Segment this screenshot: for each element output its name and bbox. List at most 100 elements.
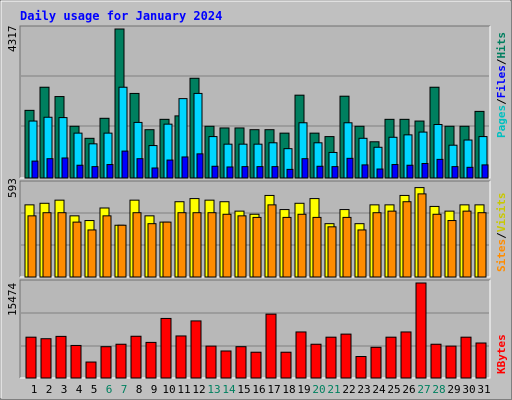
bar-pages-day-1 <box>31 160 39 179</box>
legend-sep-1: / <box>495 98 508 105</box>
bar-pages-day-23 <box>361 164 369 179</box>
bar-pages-day-28 <box>436 158 444 179</box>
bar-sites-day-11 <box>177 212 187 278</box>
legend-visits-panel: Sites/Visits <box>495 193 508 273</box>
bar-pages-day-16 <box>256 166 264 179</box>
x-tick-label-21: 21 <box>327 383 340 396</box>
bar-kbytes-day-5 <box>85 361 97 379</box>
bar-pages-day-29 <box>451 166 459 179</box>
legend-kbytes: KBytes <box>495 334 508 374</box>
bar-kbytes-day-23 <box>355 356 367 379</box>
bar-kbytes-day-27 <box>415 282 427 379</box>
bar-kbytes-day-8 <box>130 335 142 379</box>
bar-kbytes-day-3 <box>55 335 67 379</box>
bar-pages-day-24 <box>376 168 384 179</box>
bar-kbytes-day-29 <box>445 345 457 379</box>
bar-pages-day-9 <box>151 167 159 179</box>
bar-sites-day-2 <box>42 212 52 278</box>
bar-sites-day-13 <box>207 212 217 278</box>
bar-kbytes-day-6 <box>100 346 112 379</box>
bar-kbytes-day-16 <box>250 351 262 379</box>
bar-kbytes-day-4 <box>70 344 82 379</box>
bar-sites-day-27 <box>417 193 427 278</box>
bar-kbytes-day-25 <box>385 336 397 379</box>
x-tick-label-17: 17 <box>267 383 280 396</box>
x-tick-label-19: 19 <box>297 383 310 396</box>
bar-kbytes-day-1 <box>25 336 37 379</box>
bar-pages-day-21 <box>331 166 339 179</box>
bar-kbytes-day-21 <box>325 336 337 379</box>
bar-sites-day-29 <box>447 220 457 278</box>
bar-pages-day-7 <box>121 150 129 179</box>
bar-pages-day-3 <box>61 157 69 179</box>
bar-pages-day-2 <box>46 158 54 179</box>
bar-pages-day-31 <box>481 164 489 179</box>
bar-sites-day-30 <box>462 210 472 278</box>
bar-pages-day-6 <box>106 164 114 179</box>
bar-pages-day-19 <box>301 158 309 179</box>
bar-sites-day-8 <box>132 212 142 278</box>
x-tick-label-11: 11 <box>177 383 190 396</box>
x-tick-label-10: 10 <box>162 383 175 396</box>
chart-title: Daily usage for January 2024 <box>20 9 222 23</box>
bar-pages-day-30 <box>466 166 474 179</box>
x-tick-label-6: 6 <box>106 383 113 396</box>
bar-kbytes-day-26 <box>400 331 412 379</box>
bar-sites-day-15 <box>237 215 247 278</box>
x-axis-labels: 1 2 3 4 5 6 7 8 9 10 11 12 13 14 15 16 17 18 19 20 21 22 23 24 2… <box>31 383 491 396</box>
x-tick-label-26: 26 <box>402 383 415 396</box>
bars <box>24 28 489 379</box>
bar-sites-day-19 <box>297 213 307 278</box>
x-tick-label-13: 13 <box>207 383 220 396</box>
legend-sites: Sites <box>495 239 508 272</box>
bar-kbytes-day-9 <box>145 341 157 379</box>
bar-sites-day-21 <box>327 226 337 278</box>
bar-sites-day-16 <box>252 216 262 278</box>
x-tick-label-25: 25 <box>387 383 400 396</box>
bar-pages-day-15 <box>241 166 249 179</box>
legend-files: Files <box>495 65 508 98</box>
bar-kbytes-day-10 <box>160 317 172 379</box>
bar-sites-day-6 <box>102 215 112 278</box>
x-tick-label-2: 2 <box>46 383 53 396</box>
bar-kbytes-day-18 <box>280 351 292 379</box>
x-tick-label-22: 22 <box>342 383 355 396</box>
bar-sites-day-26 <box>402 201 412 278</box>
x-tick-label-9: 9 <box>151 383 158 396</box>
bar-sites-day-20 <box>312 216 322 278</box>
bar-pages-day-18 <box>286 168 294 179</box>
legend-hits: Hits <box>495 32 508 59</box>
bar-sites-day-31 <box>477 212 487 278</box>
bar-pages-day-4 <box>76 164 84 179</box>
x-tick-label-12: 12 <box>192 383 205 396</box>
panel-hits-shadow <box>19 25 490 178</box>
bar-sites-day-17 <box>267 204 277 278</box>
bar-kbytes-day-7 <box>115 343 127 379</box>
bar-pages-day-27 <box>421 163 429 179</box>
bar-kbytes-day-20 <box>310 343 322 379</box>
x-tick-label-16: 16 <box>252 383 265 396</box>
bar-kbytes-day-30 <box>460 336 472 379</box>
x-tick-label-18: 18 <box>282 383 295 396</box>
bar-kbytes-day-13 <box>205 345 217 379</box>
x-tick-label-31: 31 <box>477 383 490 396</box>
bar-pages-day-10 <box>166 159 174 179</box>
x-tick-label-28: 28 <box>432 383 445 396</box>
bar-sites-day-25 <box>387 210 397 278</box>
y-max-label-visits: 593 <box>6 178 19 198</box>
bar-sites-day-28 <box>432 213 442 278</box>
bar-pages-day-5 <box>91 166 99 179</box>
bar-pages-day-11 <box>181 156 189 179</box>
legend-pages: Pages <box>495 105 508 138</box>
bar-kbytes-day-22 <box>340 333 352 379</box>
bar-kbytes-day-11 <box>175 335 187 379</box>
bar-kbytes-day-31 <box>475 342 487 379</box>
bar-pages-day-17 <box>271 166 279 179</box>
x-tick-label-3: 3 <box>61 383 68 396</box>
bar-kbytes-day-14 <box>220 350 232 379</box>
x-tick-label-5: 5 <box>91 383 98 396</box>
legend-hits-panel: Pages/Files/Hits <box>495 32 508 138</box>
bar-kbytes-day-2 <box>40 338 52 379</box>
bar-sites-day-22 <box>342 216 352 278</box>
